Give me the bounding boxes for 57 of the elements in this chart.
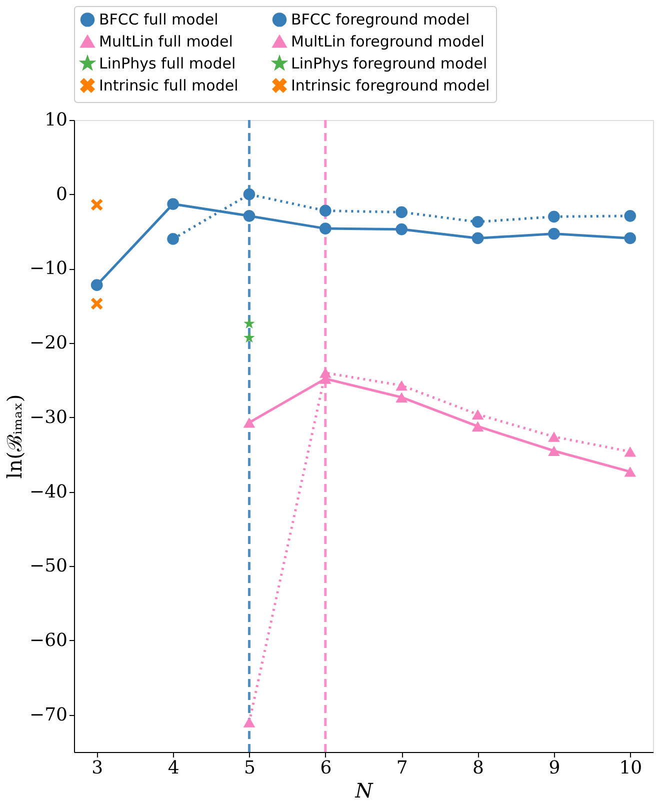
y-tick-label: 10: [44, 110, 68, 130]
legend-label: LinPhys foreground model: [291, 54, 488, 72]
y-tick-label: −20: [30, 332, 68, 354]
point: [396, 380, 408, 391]
point: [243, 417, 256, 428]
legend-label: MultLin foreground model: [291, 32, 484, 50]
point: [243, 210, 256, 222]
point: [319, 204, 332, 217]
legend-label: MultLin full model: [99, 32, 233, 50]
point: [472, 409, 484, 420]
x-tick-label: 6: [320, 758, 332, 778]
point: [90, 298, 103, 310]
point: [167, 233, 179, 245]
y-tick-label: 0: [56, 184, 68, 205]
point: [472, 232, 484, 244]
point: [396, 223, 408, 236]
y-tick-label: −30: [30, 406, 68, 428]
x-tick-label: 7: [396, 758, 408, 778]
point: [90, 198, 103, 211]
point: [624, 446, 636, 457]
point: [319, 368, 332, 378]
y-axis-title: ln(ℬᵢₘₐₓ): [2, 394, 27, 479]
point: [548, 432, 560, 442]
y-tick-label: −50: [30, 556, 68, 577]
x-tick-label: 4: [168, 758, 180, 778]
x-tick-label: 8: [472, 758, 484, 778]
x-tick-label: 5: [244, 758, 256, 778]
point: [624, 210, 636, 222]
y-tick-label: −10: [30, 258, 68, 280]
y-tick-label: −40: [30, 481, 68, 502]
legend-label: LinPhys full model: [99, 54, 236, 72]
point: [167, 198, 179, 210]
point: [319, 222, 332, 234]
legend-label: Intrinsic full model: [99, 76, 238, 94]
point: [243, 717, 256, 728]
point: [624, 466, 636, 477]
point: [548, 210, 560, 223]
point: [90, 279, 103, 291]
point: [243, 188, 256, 200]
legend-label: Intrinsic foreground model: [291, 76, 490, 94]
x-tick-label: 9: [548, 758, 560, 778]
x-axis-title: N: [354, 778, 374, 802]
point: [548, 228, 560, 240]
point: [624, 232, 636, 244]
point: [472, 216, 484, 228]
x-tick-label: 10: [619, 758, 642, 778]
point: [396, 206, 408, 218]
point: [472, 421, 484, 432]
legend-label: BFCC full model: [99, 10, 218, 29]
point: [396, 392, 408, 402]
point: [244, 332, 255, 343]
point: [244, 318, 255, 329]
x-tick-label: 3: [92, 758, 104, 778]
y-tick-label: −60: [30, 630, 68, 651]
legend-label: BFCC foreground model: [291, 10, 470, 29]
point: [548, 446, 560, 456]
y-tick-label: −70: [30, 704, 68, 726]
